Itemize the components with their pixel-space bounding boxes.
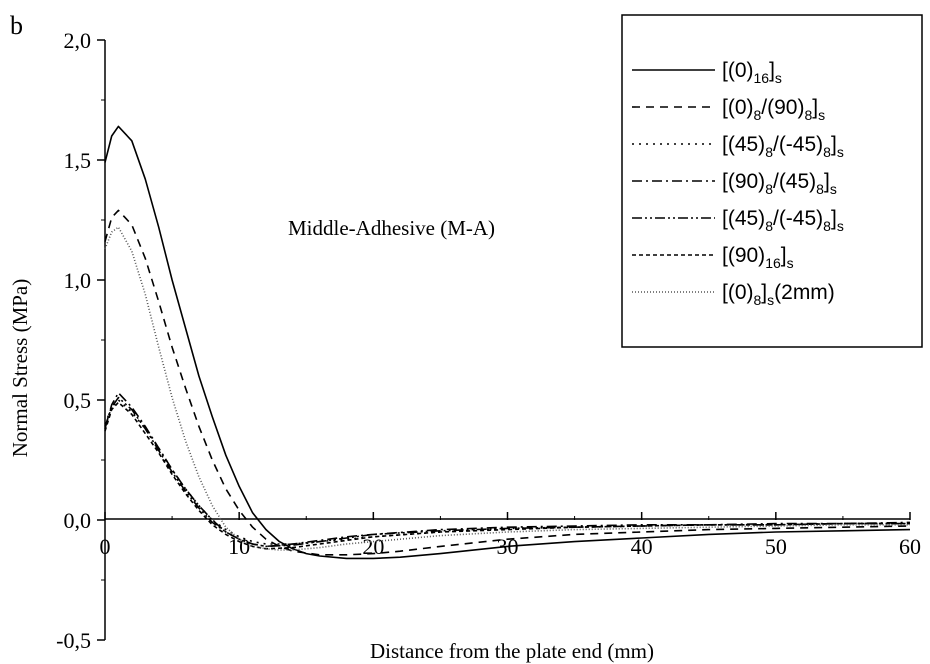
y-tick-label: 1,5: [64, 148, 92, 173]
x-tick-label: 60: [899, 534, 921, 559]
x-tick-label: 40: [631, 534, 653, 559]
series-line-1: [104, 125, 911, 560]
x-axis-title: Distance from the plate end (mm): [370, 639, 654, 663]
x-tick-label: 0: [100, 534, 111, 559]
series-group: [104, 125, 911, 560]
legend-label: [(45)8/(-45)8]s: [722, 207, 844, 234]
legend-item: [(45)8/(-45)8]s: [632, 207, 844, 234]
legend-label: [(90)8/(45)8]s: [722, 170, 837, 197]
x-tick-label: 20: [362, 534, 384, 559]
legend: [(0)16]s [(0)8/(90)8]s [(45)8/(-45)8]s [(90…: [621, 14, 923, 348]
series-line-3: [104, 399, 910, 545]
series-line-7: [104, 226, 910, 551]
legend-label: [(90)16]s: [722, 244, 794, 271]
legend-item: [(0)16]s: [632, 59, 782, 86]
y-tick-label: 2,0: [64, 28, 92, 53]
legend-item: [(90)16]s: [632, 244, 794, 271]
legend-label: [(0)8]s(2mm): [722, 281, 835, 308]
x-tick-label: 10: [228, 534, 250, 559]
y-axis-title: Normal Stress (MPa): [8, 279, 32, 457]
y-tick-label: 1,0: [64, 268, 92, 293]
y-tick-label: 0,0: [64, 508, 92, 533]
legend-item: [(45)8/(-45)8]s: [632, 133, 844, 160]
legend-items: [(0)16]s [(0)8/(90)8]s [(45)8/(-45)8]s [(90…: [632, 59, 844, 308]
legend-item: [(90)8/(45)8]s: [632, 170, 837, 197]
x-tick-label: 50: [765, 534, 787, 559]
plot-area: -0,50,00,51,01,52,0 0 10 20 30 40 50 60: [56, 28, 921, 653]
x-ticks: 0 10 20 30 40 50 60: [100, 512, 921, 559]
legend-label: [(0)16]s: [722, 59, 782, 86]
y-tick-label: -0,5: [56, 628, 91, 653]
legend-label: [(45)8/(-45)8]s: [722, 133, 844, 160]
series-line-4: [104, 392, 911, 548]
series-line-2: [104, 209, 911, 556]
series-line-5: [104, 396, 910, 548]
legend-label: [(0)8/(90)8]s: [722, 96, 825, 123]
series-line-6: [104, 401, 910, 550]
legend-item: [(0)8/(90)8]s: [632, 96, 825, 123]
y-ticks: -0,5 0,0 0,5 1,0 1,5 2,0: [56, 28, 105, 653]
y-tick-label: 0,5: [64, 388, 92, 413]
chart-annotation: Middle-Adhesive (M-A): [288, 216, 495, 240]
panel-label: b: [10, 11, 23, 40]
legend-item: [(0)8]s(2mm): [632, 281, 835, 308]
